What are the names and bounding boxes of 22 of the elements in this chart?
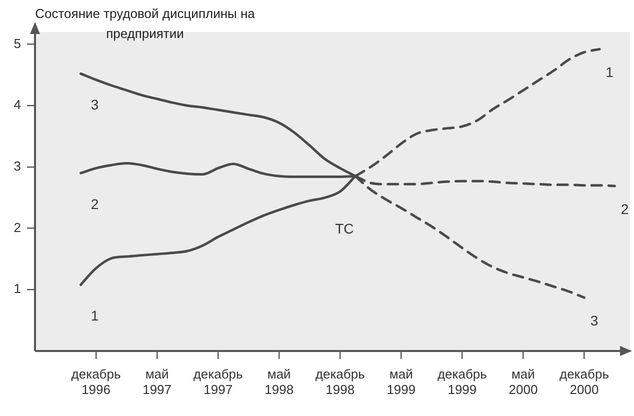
y-tick-label: 1 [14, 281, 21, 296]
series-label: 3 [90, 96, 99, 113]
y-tick-label: 3 [14, 158, 21, 174]
x-tick-label: май 2000 [508, 366, 538, 397]
x-tick-label: май 1999 [386, 366, 416, 397]
x-tick-label: декабрь 1997 [193, 366, 244, 397]
series-label: 2 [620, 200, 629, 217]
series-label: 1 [606, 64, 614, 80]
x-tick-label: май 1998 [264, 366, 294, 397]
x-tick-label: декабрь 1999 [437, 366, 488, 397]
y-axis-title: Состояние трудовой дисциплины на предприятии [34, 5, 256, 43]
series-label: 1 [90, 308, 99, 324]
series-label: 3 [590, 312, 598, 328]
y-tick-label: 5 [14, 36, 21, 51]
x-tick-label: декабрь 1996 [71, 366, 121, 397]
series-label: 2 [90, 196, 99, 212]
x-tick-label: декабрь 1998 [315, 366, 366, 397]
x-tick-label: декабрь 2000 [559, 366, 610, 397]
y-tick-label: 2 [14, 220, 21, 235]
annotation: ТС [335, 220, 354, 237]
y-tick-label: 4 [14, 97, 21, 112]
x-tick-label: май 1997 [142, 366, 172, 397]
